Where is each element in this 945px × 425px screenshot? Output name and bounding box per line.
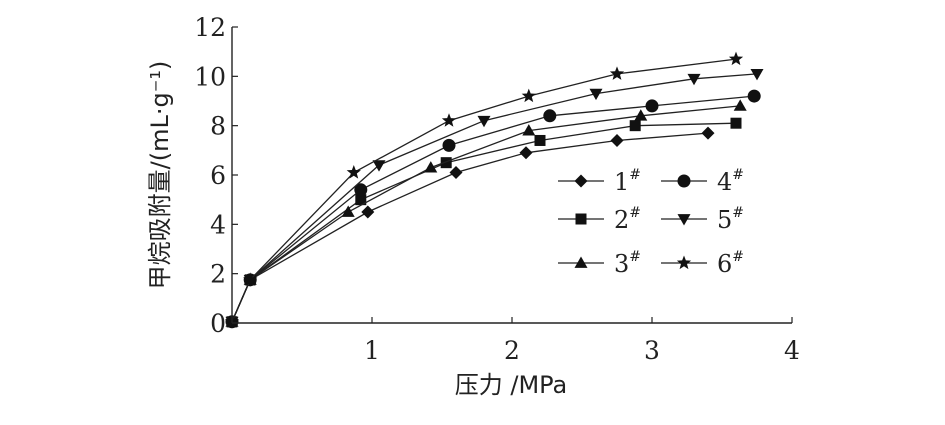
data-point-2 xyxy=(534,134,546,146)
legend-label-number: 6 xyxy=(717,250,732,278)
data-point-3 xyxy=(634,109,648,121)
y-tick-label: 0 xyxy=(210,309,226,338)
legend-label: 3# xyxy=(614,249,641,278)
data-point-4 xyxy=(747,89,761,103)
legend-label-hash: # xyxy=(732,205,744,221)
data-point-6 xyxy=(441,113,457,127)
legend-marker xyxy=(574,256,588,268)
legend-label-number: 2 xyxy=(614,206,629,234)
data-point-2 xyxy=(355,194,367,206)
data-point-4 xyxy=(645,99,659,113)
series-3 xyxy=(225,99,747,327)
legend: 1#2#3#4#5#6# xyxy=(558,167,744,278)
series-2 xyxy=(226,117,742,328)
data-point-5 xyxy=(372,160,386,172)
x-tick-label: 1 xyxy=(364,336,380,365)
data-point-4 xyxy=(543,109,557,123)
legend-label-hash: # xyxy=(629,167,641,183)
x-axis-title: 压力 /MPa xyxy=(455,371,568,399)
series-line-1 xyxy=(231,132,709,323)
data-point-6 xyxy=(609,66,625,80)
legend-label: 2# xyxy=(614,205,641,234)
y-tick-label: 8 xyxy=(210,112,226,141)
data-point-6 xyxy=(728,51,744,66)
data-point-2 xyxy=(629,120,641,132)
data-point-5 xyxy=(589,88,603,101)
data-point-1 xyxy=(701,126,715,140)
series-line-2 xyxy=(231,122,737,323)
legend-marker xyxy=(677,174,691,188)
y-tick-label: 12 xyxy=(194,13,226,42)
legend-label-hash: # xyxy=(732,249,744,265)
data-point-1 xyxy=(519,146,533,160)
series-5 xyxy=(225,68,764,329)
data-point-1 xyxy=(449,166,463,180)
y-axis-title: 甲烷吸附量/(mL·g⁻¹) xyxy=(146,61,174,290)
legend-label-hash: # xyxy=(629,249,641,265)
y-tick-label: 6 xyxy=(210,161,226,190)
legend-item-5: 5# xyxy=(661,205,744,234)
series-line-4 xyxy=(231,95,755,323)
y-tick-label: 4 xyxy=(210,210,226,239)
data-point-2 xyxy=(730,117,742,129)
legend-label-number: 4 xyxy=(717,168,732,196)
legend-item-1: 1# xyxy=(558,167,641,196)
data-point-3 xyxy=(424,161,438,173)
legend-label-number: 1 xyxy=(614,168,629,196)
series-line-5 xyxy=(231,73,758,323)
data-point-4 xyxy=(354,183,368,197)
legend-marker xyxy=(676,255,692,270)
series-line-6 xyxy=(231,58,737,323)
x-tick-label: 4 xyxy=(784,336,800,365)
x-tick-label: 2 xyxy=(504,336,520,365)
legend-label: 4# xyxy=(717,167,744,196)
data-point-1 xyxy=(610,133,624,147)
data-point-3 xyxy=(522,124,536,136)
legend-item-3: 3# xyxy=(558,249,641,278)
data-point-3 xyxy=(733,99,747,111)
data-point-1 xyxy=(361,205,375,219)
data-point-5 xyxy=(477,115,491,128)
legend-item-6: 6# xyxy=(661,249,744,278)
y-tick-label: 10 xyxy=(194,62,226,91)
legend-item-4: 4# xyxy=(661,167,744,196)
data-point-5 xyxy=(687,73,701,86)
data-point-3 xyxy=(341,205,355,217)
y-tick-label: 2 xyxy=(210,260,226,289)
data-point-4 xyxy=(442,138,456,152)
legend-label-number: 3 xyxy=(614,250,629,278)
legend-item-2: 2# xyxy=(558,205,641,234)
plot-area xyxy=(224,51,764,329)
legend-marker xyxy=(575,213,587,225)
legend-label: 6# xyxy=(717,249,744,278)
legend-label-hash: # xyxy=(629,205,641,221)
data-point-6 xyxy=(521,88,536,103)
data-point-2 xyxy=(440,157,452,169)
data-point-6 xyxy=(243,272,258,286)
series-4 xyxy=(225,89,761,329)
legend-label: 5# xyxy=(717,205,744,234)
legend-marker xyxy=(574,174,588,188)
legend-label-number: 5 xyxy=(717,206,732,234)
data-point-5 xyxy=(750,68,764,81)
series-6 xyxy=(224,51,744,328)
legend-label-hash: # xyxy=(732,167,744,183)
legend-marker xyxy=(677,214,691,226)
data-point-6 xyxy=(346,165,361,179)
legend-label: 1# xyxy=(614,167,641,196)
x-tick-label: 3 xyxy=(644,336,660,365)
series-line-3 xyxy=(231,105,741,323)
